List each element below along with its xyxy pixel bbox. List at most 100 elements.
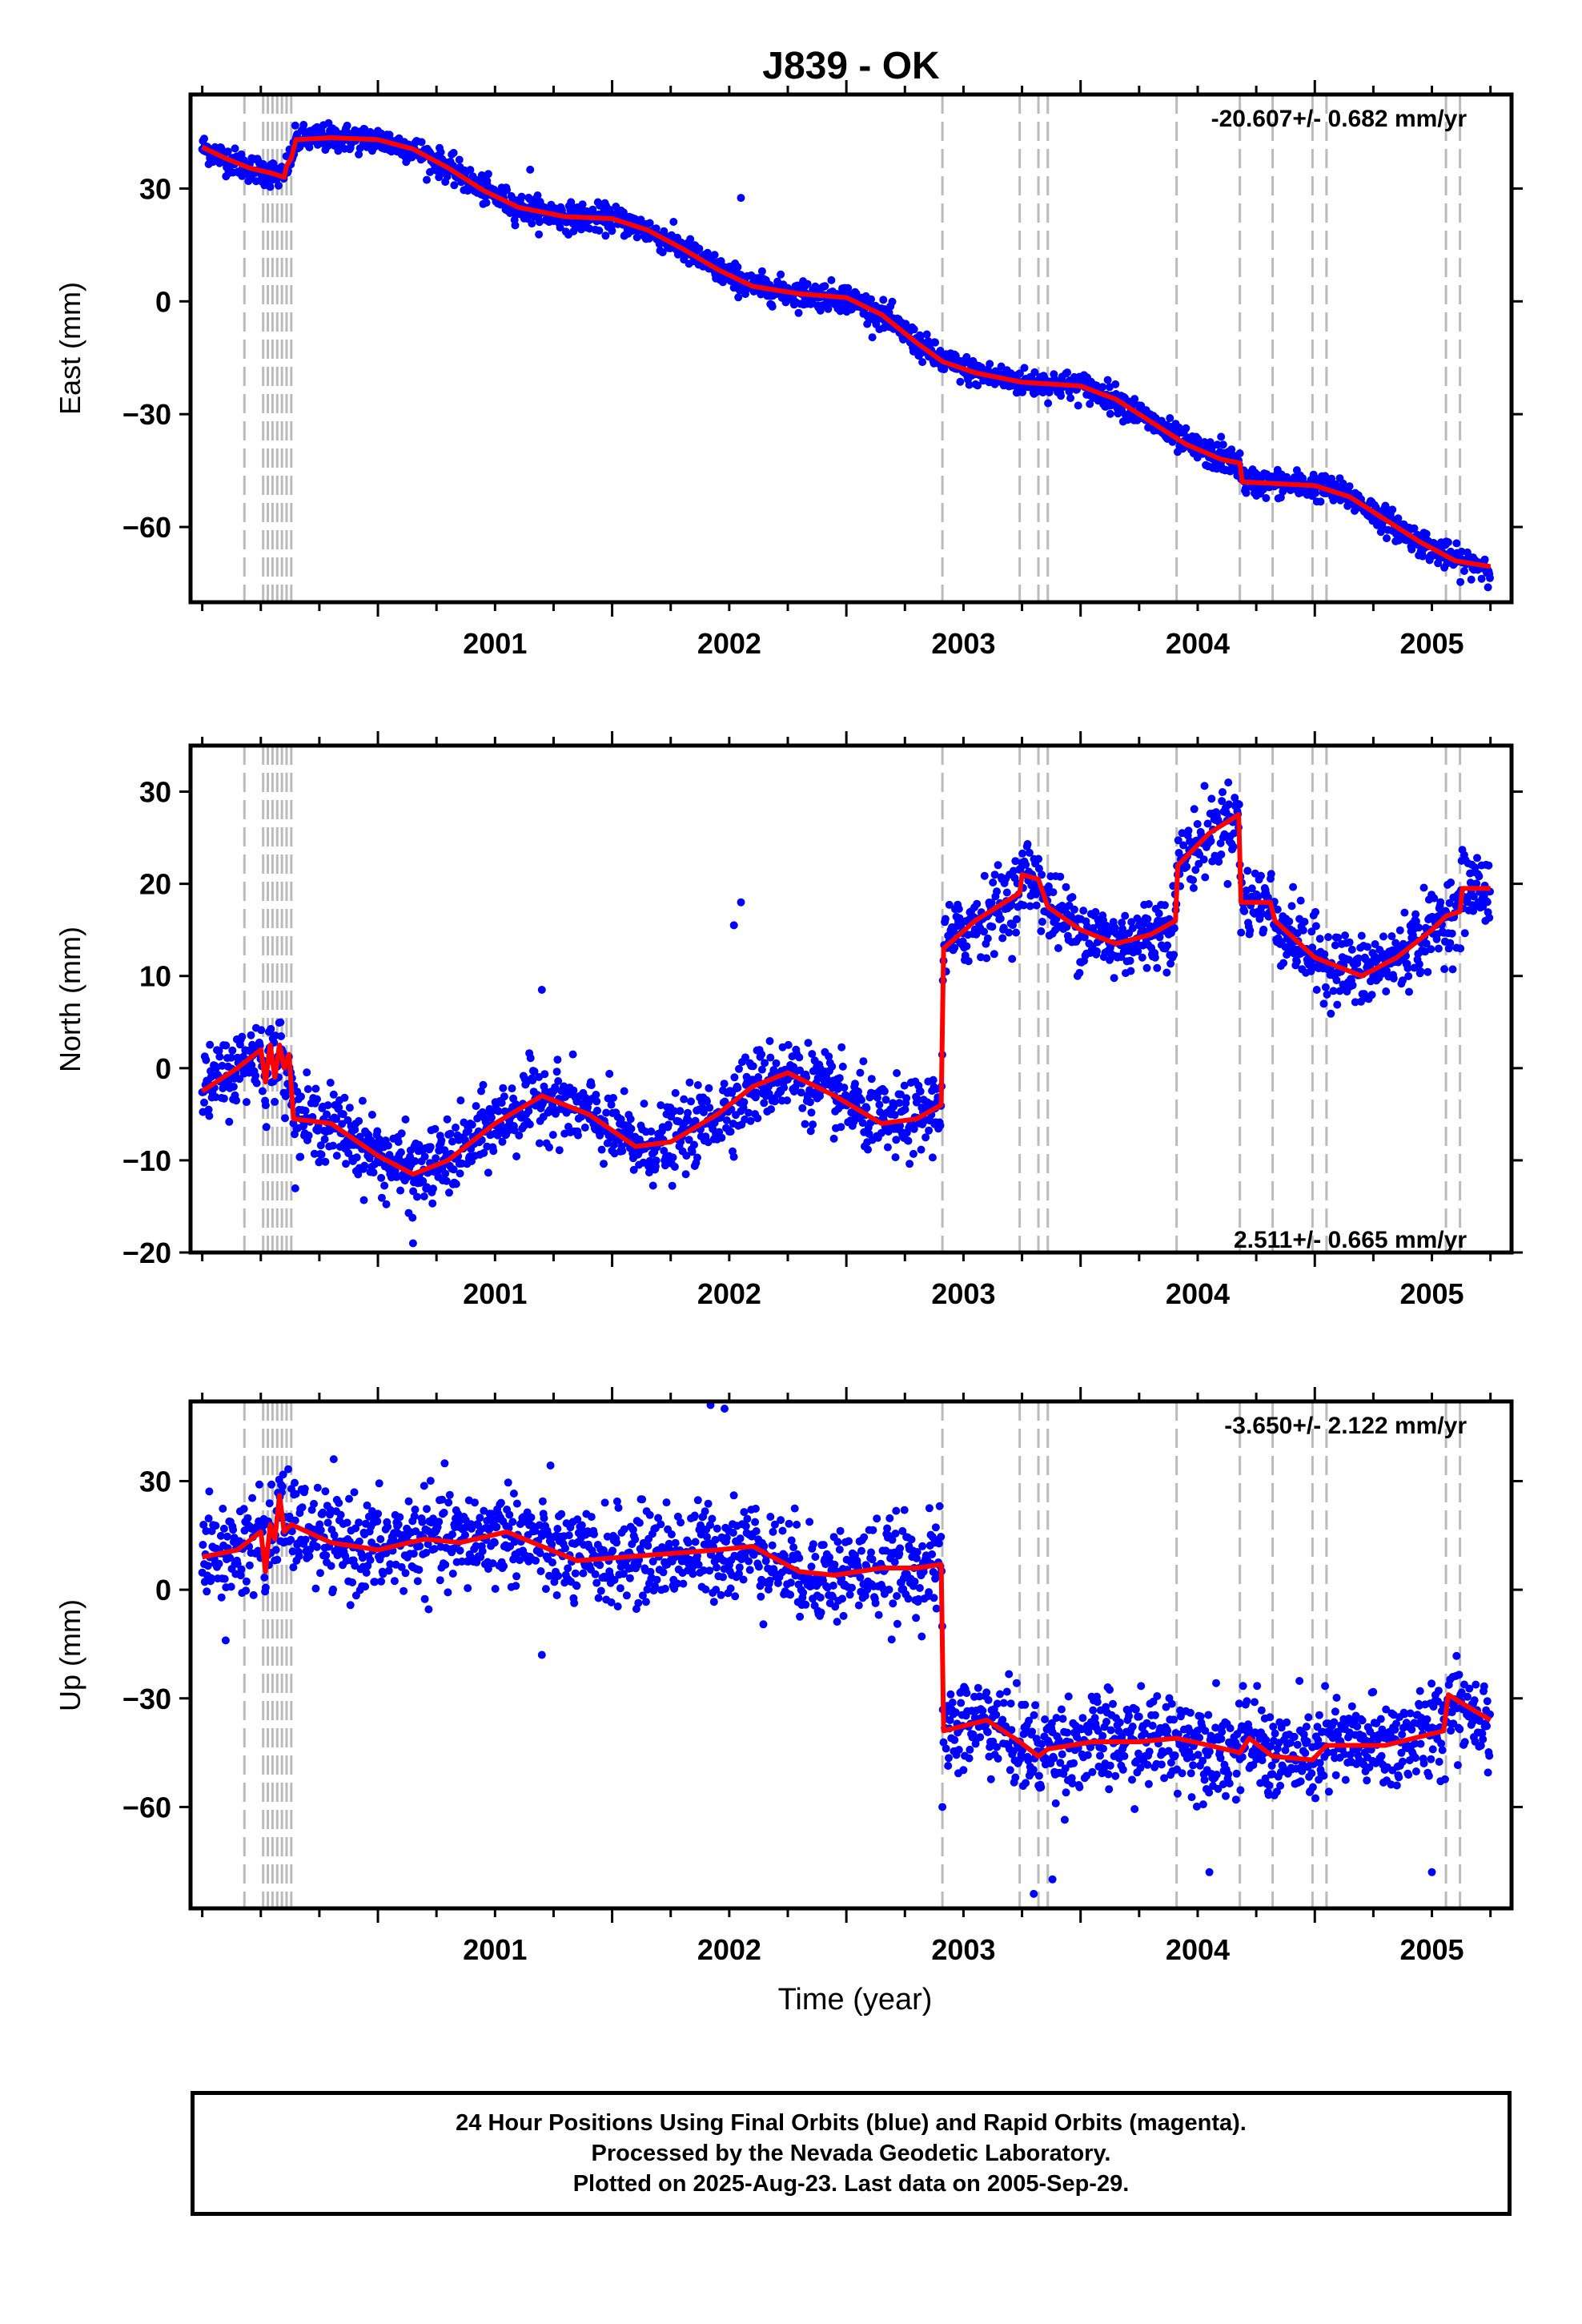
- north-point-1752: [1321, 983, 1330, 991]
- up-point-486: [509, 1490, 518, 1498]
- up-point-414: [464, 1584, 472, 1593]
- east-xtick-label-4: 2005: [1399, 627, 1464, 660]
- north-point-1829: [1371, 940, 1379, 948]
- up-point-695: [644, 1542, 652, 1550]
- east-point-372: [436, 148, 445, 156]
- north-point-934: [797, 1088, 805, 1097]
- north-xtick-label-3: 2004: [1166, 1277, 1230, 1310]
- north-point-1255: [1002, 888, 1011, 897]
- east-point-619: [595, 227, 604, 235]
- north-point-1510: [1166, 959, 1175, 968]
- north-point-837: [735, 1064, 743, 1073]
- north-point-360: [429, 1184, 437, 1193]
- north-point-1868: [1395, 926, 1404, 935]
- north-point-220: [339, 1110, 347, 1119]
- north-point-885: [765, 1037, 774, 1045]
- north-point-635: [605, 1069, 614, 1078]
- east-point-1282: [1020, 364, 1029, 372]
- north-point-1608: [1229, 842, 1238, 851]
- north-point-814: [720, 1080, 729, 1088]
- north-point-205: [329, 1090, 338, 1099]
- east-point-1995: [1477, 574, 1486, 583]
- north-point-1089: [896, 1090, 905, 1099]
- east-point-1605: [1227, 445, 1236, 454]
- north-point-1916: [1427, 945, 1435, 954]
- north-point-1713: [1296, 896, 1305, 905]
- east-point-1890: [1410, 524, 1419, 533]
- north-point-196: [323, 1101, 332, 1110]
- up-point-145: [291, 1516, 299, 1525]
- north-point-541: [545, 1143, 553, 1152]
- east-point-1275: [1015, 369, 1024, 378]
- east-point-1865: [1394, 514, 1403, 523]
- up-point-628: [600, 1498, 609, 1507]
- north-point-1770: [1333, 1000, 1342, 1009]
- east-point-1909: [1422, 529, 1431, 538]
- up-point-108: [267, 1480, 276, 1489]
- north-point-1225: [983, 934, 992, 943]
- north-point-1250: [999, 923, 1008, 932]
- east-point-488: [511, 221, 520, 230]
- north-point-757: [684, 1108, 692, 1117]
- north-point-303: [392, 1172, 401, 1181]
- north-point-1707: [1292, 957, 1301, 966]
- north-point-363: [431, 1124, 440, 1133]
- up-point-226: [343, 1518, 351, 1527]
- east-point-1045: [868, 333, 877, 342]
- north-point-280: [377, 1193, 386, 1202]
- north-point-21: [211, 1093, 220, 1101]
- north-point-1949: [1447, 929, 1456, 938]
- east-point-1319: [1044, 399, 1053, 408]
- north-point-1591: [1219, 788, 1227, 797]
- east-point-244: [355, 150, 363, 159]
- east-point-350: [423, 175, 431, 184]
- east-point-1412: [1103, 376, 1112, 384]
- north-point-1195: [964, 957, 973, 966]
- north-point-1909: [1422, 939, 1431, 948]
- up-point-45: [227, 1582, 235, 1591]
- up-point-520: [532, 1556, 540, 1565]
- east-point-393: [450, 181, 459, 190]
- north-point-1522: [1174, 836, 1182, 845]
- up-point-74: [245, 1561, 254, 1570]
- north-point-64: [239, 1052, 247, 1061]
- north-point-1439: [1121, 911, 1130, 920]
- north-point-1846: [1382, 987, 1391, 995]
- up-point-39: [223, 1532, 231, 1541]
- up-point-9: [203, 1562, 212, 1570]
- north-point-751: [680, 1095, 689, 1104]
- north-point-209: [332, 1115, 340, 1124]
- north-point-392: [449, 1165, 458, 1174]
- north-point-1882: [1405, 987, 1413, 996]
- up-point-383: [444, 1588, 452, 1597]
- east-point-735: [669, 218, 678, 226]
- north-point-153: [296, 1152, 305, 1161]
- up-point-146: [291, 1490, 300, 1498]
- east-point-1246: [997, 362, 1006, 371]
- north-point-113: [271, 1097, 279, 1106]
- north-point-1988: [1473, 854, 1481, 862]
- up-break-lines: [243, 1401, 1462, 1908]
- up-point-156: [298, 1503, 307, 1512]
- north-point-1730: [1307, 927, 1316, 936]
- north-ytick-label-3: 0: [155, 1052, 171, 1085]
- north-point-1880: [1403, 964, 1412, 972]
- up-point-741: [673, 1579, 682, 1588]
- north-point-1921: [1430, 894, 1439, 903]
- north-point-1395: [1093, 947, 1101, 955]
- north-point-994: [835, 1074, 844, 1083]
- east-point-1659: [1262, 494, 1271, 502]
- up-point-533: [540, 1514, 548, 1522]
- north-point-1651: [1257, 871, 1265, 880]
- north-point-948: [805, 1098, 814, 1107]
- up-point-652: [616, 1584, 624, 1593]
- north-point-1393: [1091, 907, 1100, 916]
- north-point-1646: [1254, 893, 1262, 902]
- north-point-1083: [893, 1069, 901, 1077]
- north-point-1290: [1025, 848, 1034, 857]
- north-point-49: [229, 1083, 238, 1091]
- north-point-1320: [1044, 882, 1053, 891]
- east-point-708: [652, 224, 661, 233]
- north-point-390: [448, 1137, 456, 1146]
- north-point-550: [551, 1083, 560, 1092]
